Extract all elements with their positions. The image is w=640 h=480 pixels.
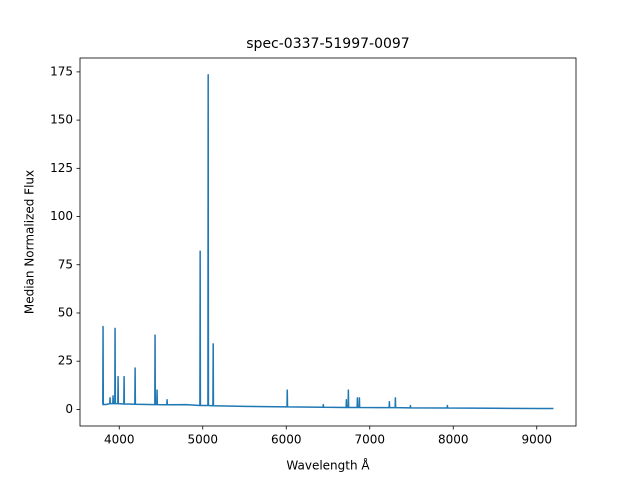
y-tick-label: 25 bbox=[58, 354, 73, 368]
y-axis-label: Median Normalized Flux bbox=[23, 170, 37, 314]
x-tick-label: 5000 bbox=[187, 433, 218, 447]
x-tick-label: 7000 bbox=[354, 433, 385, 447]
y-tick-label: 50 bbox=[58, 305, 73, 319]
chart-title: spec-0337-51997-0097 bbox=[246, 36, 409, 52]
data-line bbox=[102, 74, 554, 410]
x-tick-label: 8000 bbox=[438, 433, 469, 447]
y-tick-label: 100 bbox=[50, 209, 73, 223]
y-tick-label: 125 bbox=[50, 161, 73, 175]
plot-frame bbox=[79, 57, 577, 427]
y-tick-label: 75 bbox=[58, 257, 73, 271]
y-tick-label: 150 bbox=[50, 113, 73, 127]
y-tick-label: 0 bbox=[65, 402, 73, 416]
y-tick-label: 175 bbox=[50, 64, 73, 78]
x-tick-label: 6000 bbox=[271, 433, 302, 447]
x-axis-label: Wavelength Å bbox=[286, 458, 370, 473]
x-tick-label: 9000 bbox=[521, 433, 552, 447]
x-tick-label: 4000 bbox=[104, 433, 135, 447]
